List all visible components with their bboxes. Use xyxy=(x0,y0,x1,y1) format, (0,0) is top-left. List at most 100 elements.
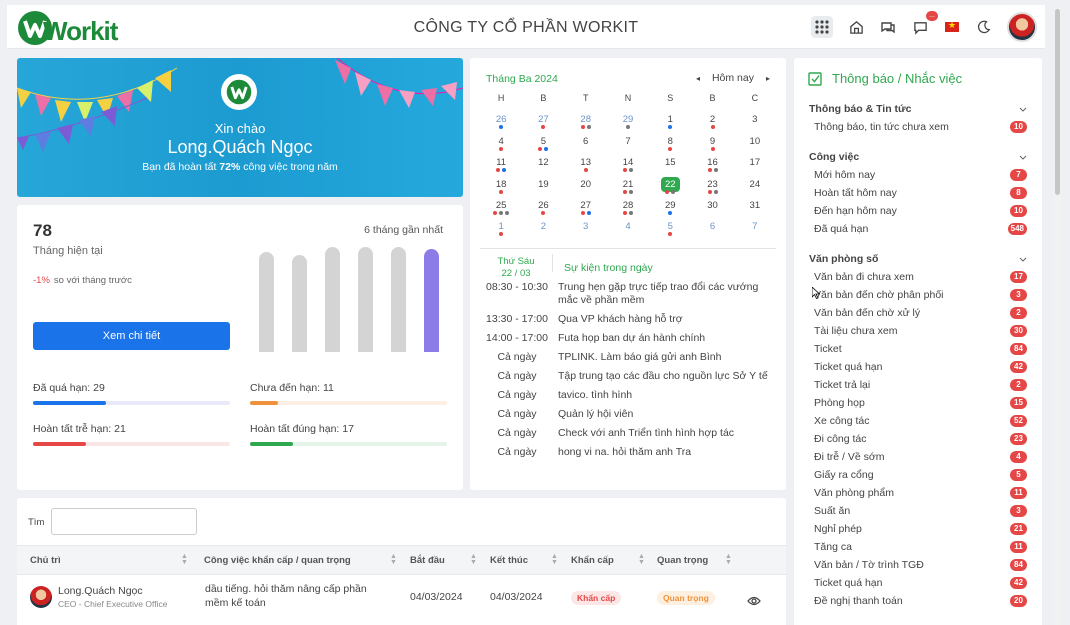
notification-item[interactable]: Tăng ca 11 xyxy=(809,538,1027,556)
calendar-day[interactable]: 21 xyxy=(607,179,649,200)
notification-item[interactable]: Ticket trả lại 2 xyxy=(809,376,1027,394)
calendar-day[interactable]: 27 xyxy=(522,114,564,135)
calendar-day[interactable]: 5 xyxy=(522,136,564,157)
calendar-day[interactable]: 6 xyxy=(583,135,589,147)
section-header[interactable]: Thông báo & Tin tức xyxy=(809,100,1027,118)
calendar-day[interactable]: 15 xyxy=(664,157,676,169)
calendar-day[interactable]: 20 xyxy=(580,178,591,190)
calendar-day[interactable]: 5 xyxy=(649,221,691,242)
calendar-day[interactable]: 9 xyxy=(691,136,733,157)
view-eye-icon[interactable] xyxy=(747,593,761,611)
prev-month-button[interactable]: ◂ xyxy=(695,73,700,83)
calendar-day[interactable]: 14 xyxy=(607,157,649,178)
notification-item[interactable]: Ticket quá hạn 42 xyxy=(809,574,1027,592)
calendar-day[interactable]: 22 xyxy=(649,176,691,200)
column-header[interactable]: Khẩn cấp xyxy=(571,555,614,566)
calendar-day[interactable]: 13 xyxy=(565,157,607,178)
notification-item[interactable]: Nghỉ phép 21 xyxy=(809,520,1027,538)
chat-icon[interactable] xyxy=(879,18,897,36)
calendar-day[interactable]: 7 xyxy=(625,135,631,147)
section-header[interactable]: Văn phòng số xyxy=(809,250,1027,268)
calendar-day[interactable]: 6 xyxy=(709,221,716,233)
notification-item[interactable]: Tài liệu chưa xem 30 xyxy=(809,322,1027,340)
search-input[interactable] xyxy=(51,508,197,535)
calendar-day[interactable]: 28 xyxy=(607,200,649,221)
calendar-day[interactable]: 19 xyxy=(538,178,549,190)
notification-item[interactable]: Văn bản đi chưa xem 17 xyxy=(809,268,1027,286)
section-header[interactable]: Công việc xyxy=(809,148,1027,166)
calendar-day[interactable]: 30 xyxy=(707,199,718,211)
today-button[interactable]: Hôm nay xyxy=(711,72,754,84)
calendar-day[interactable]: 2 xyxy=(691,114,733,135)
calendar-day[interactable]: 29 xyxy=(649,200,691,221)
calendar-day[interactable]: 3 xyxy=(752,114,758,126)
sort-icon[interactable]: ▲ ▼ xyxy=(181,553,188,566)
calendar-day[interactable]: 10 xyxy=(749,135,761,147)
notification-item[interactable]: Ticket quá hạn 42 xyxy=(809,358,1027,376)
notification-icon[interactable]: ... xyxy=(911,11,938,36)
sort-icon[interactable]: ▲ ▼ xyxy=(390,553,397,566)
column-header[interactable]: Chủ trì xyxy=(30,555,61,566)
language-flag-icon[interactable] xyxy=(943,18,961,36)
calendar-day[interactable]: 4 xyxy=(480,136,522,157)
next-month-button[interactable]: ▸ xyxy=(765,73,770,83)
notification-item[interactable]: Văn bản đến chờ phân phối 3 xyxy=(809,286,1027,304)
table-row[interactable]: Long.Quách Ngọc CEO - Chief Executive Of… xyxy=(17,576,786,625)
notification-item[interactable]: Ticket 84 xyxy=(809,340,1027,358)
event-item[interactable]: Cả ngày Tập trung tạo các đầu cho nguồn l… xyxy=(480,370,780,383)
calendar-day[interactable]: 29 xyxy=(607,114,649,135)
column-header[interactable]: Kết thúc xyxy=(490,555,528,566)
calendar-day[interactable]: 28 xyxy=(565,114,607,135)
column-header[interactable]: Bắt đầu xyxy=(410,555,445,566)
task-title[interactable]: dầu tiếng. hỏi thăm nâng cấp phần mềm kế… xyxy=(205,583,367,609)
notification-item[interactable]: Đến hạn hôm nay 10 xyxy=(809,202,1027,220)
notification-item[interactable]: Phòng họp 15 xyxy=(809,394,1027,412)
column-header[interactable]: Công việc khẩn cấp / quan trọng xyxy=(204,555,351,566)
calendar-day[interactable]: 24 xyxy=(749,178,761,190)
event-item[interactable]: Cả ngày TPLINK. Làm báo giá gửi anh Bình xyxy=(480,351,780,364)
apps-grid-icon[interactable] xyxy=(811,16,833,38)
calendar-day[interactable]: 23 xyxy=(691,179,733,200)
dark-mode-icon[interactable] xyxy=(975,18,993,36)
notification-item[interactable]: Đi trễ / Về sớm 4 xyxy=(809,448,1027,466)
event-item[interactable]: Cả ngày Quản lý hội viên xyxy=(480,408,780,421)
home-icon[interactable] xyxy=(847,18,865,36)
notification-item[interactable]: Suất ăn 3 xyxy=(809,502,1027,520)
view-detail-button[interactable]: Xem chi tiết xyxy=(33,322,230,350)
event-item[interactable]: Cả ngày hong vi na. hỏi thăm anh Tra xyxy=(480,446,780,459)
event-item[interactable]: Cả ngày Check với anh Triển tình hình hợp… xyxy=(480,427,780,440)
sort-icon[interactable]: ▲ ▼ xyxy=(470,553,477,566)
calendar-day[interactable]: 4 xyxy=(625,221,631,233)
notification-item[interactable]: Xe công tác 52 xyxy=(809,412,1027,430)
notification-item[interactable]: Văn bản đến chờ xử lý 2 xyxy=(809,304,1027,322)
notification-item[interactable]: Đề nghị thanh toán 20 xyxy=(809,592,1027,610)
user-avatar[interactable] xyxy=(1007,12,1037,42)
calendar-day[interactable]: 11 xyxy=(480,157,522,178)
page-scrollbar[interactable] xyxy=(1054,5,1061,625)
calendar-day[interactable]: 25 xyxy=(480,200,522,221)
calendar-day[interactable]: 12 xyxy=(538,157,549,169)
calendar-day[interactable]: 27 xyxy=(565,200,607,221)
calendar-day[interactable]: 1 xyxy=(480,221,522,242)
sort-icon[interactable]: ▲ ▼ xyxy=(551,553,558,566)
sort-icon[interactable]: ▲ ▼ xyxy=(725,553,732,566)
calendar-day[interactable]: 2 xyxy=(540,221,547,233)
notification-item[interactable]: Hoàn tất hôm nay 8 xyxy=(809,184,1027,202)
event-item[interactable]: 13:30 - 17:00 Qua VP khách hàng hỗ trợ xyxy=(480,313,780,326)
event-item[interactable]: 08:30 - 10:30 Trung hẹn gặp trực tiếp tra… xyxy=(480,281,780,307)
event-item[interactable]: Cả ngày tavico. tình hình xyxy=(480,389,780,402)
sort-icon[interactable]: ▲ ▼ xyxy=(638,553,645,566)
calendar-day[interactable]: 8 xyxy=(649,136,691,157)
notification-item[interactable]: Mới hôm nay 7 xyxy=(809,166,1027,184)
calendar-day[interactable]: 1 xyxy=(649,114,691,135)
calendar-day[interactable]: 18 xyxy=(480,179,522,200)
workit-logo[interactable]: Workit xyxy=(17,10,118,46)
calendar-day[interactable]: 16 xyxy=(691,157,733,178)
notification-item[interactable]: Đã quá hạn 548 xyxy=(809,220,1027,238)
notification-item[interactable]: Văn bản / Tờ trình TGĐ 84 xyxy=(809,556,1027,574)
event-item[interactable]: 14:00 - 17:00 Futa họp ban dự án hành chí… xyxy=(480,332,780,345)
calendar-day[interactable]: 3 xyxy=(583,221,589,233)
column-header[interactable]: Quan trọng xyxy=(657,555,709,566)
notification-item[interactable]: Thông báo, tin tức chưa xem 10 xyxy=(809,118,1027,136)
notification-item[interactable]: Văn phòng phẩm 11 xyxy=(809,484,1027,502)
